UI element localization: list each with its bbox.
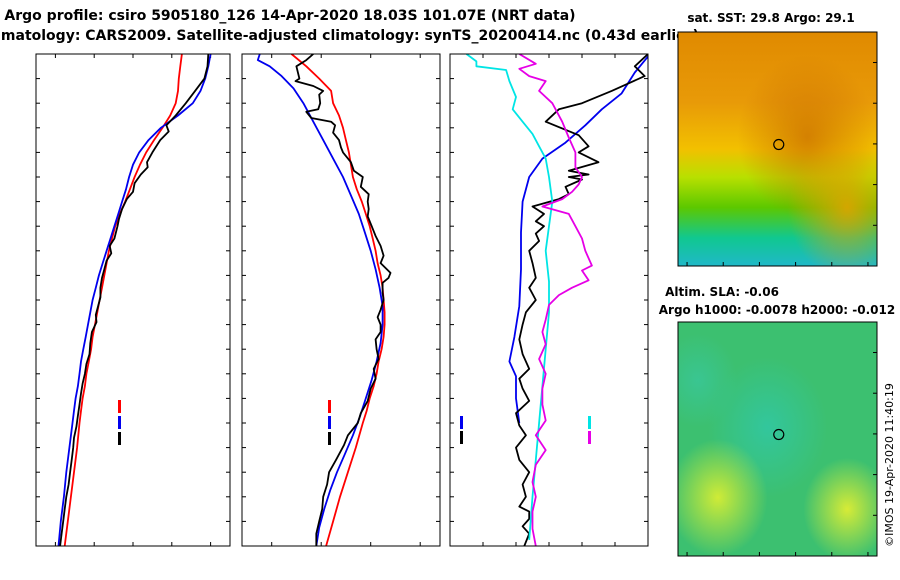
series-group-salinity: [256, 54, 392, 546]
profile-panels: [35, 53, 649, 547]
series-line-argo: [59, 54, 210, 546]
series-group-difference: [465, 54, 648, 546]
legend-swatch: [118, 416, 121, 429]
title-line2: Climatology: CARS2009. Satellite-adjuste…: [0, 28, 699, 44]
sst-map-frame: [677, 31, 878, 267]
series-line-temperature-satellite: [508, 55, 648, 424]
sst-map: sat. SST: 29.8 Argo: 29.1: [677, 11, 878, 267]
series-group-temperature: [57, 54, 212, 546]
legend-swatch: [118, 400, 121, 413]
axes-frame-salinity: [241, 53, 441, 547]
series-line-satellite-adj-clim-: [57, 54, 212, 546]
axes-frame-difference: [449, 53, 649, 547]
series-line-argo: [294, 54, 392, 546]
series-line-salinity-argo: [518, 54, 593, 546]
legend-swatch: [588, 431, 591, 444]
title-line1: Argo profile: csiro 5905180_126 14-Apr-2…: [4, 8, 575, 24]
legend-swatch: [460, 431, 463, 444]
panel-temperature: [35, 53, 231, 547]
sla-map-frame: [677, 321, 878, 557]
series-line-satellite-adj-clim-: [256, 54, 384, 546]
sst-map-title: sat. SST: 29.8 Argo: 29.1: [687, 11, 854, 25]
sla-map-subtitle: Argo h1000: -0.0078 h2000: -0.012: [659, 303, 895, 317]
sst-map-axes: [686, 62, 877, 267]
series-line-temperature-argo: [515, 54, 648, 546]
sla-map: Altim. SLA: -0.06 Argo h1000: -0.0078 h2…: [659, 285, 895, 557]
credit-text: ©IMOS 19-Apr-2020 11:40:19: [883, 383, 896, 547]
series-line-salinity-satellite: [465, 54, 554, 540]
legend-swatch: [328, 400, 331, 413]
legend-swatch: [328, 416, 331, 429]
sla-map-axes: [686, 352, 877, 557]
panel-difference: [449, 53, 649, 547]
legend-swatch: [460, 416, 463, 429]
legend-swatch: [118, 432, 121, 445]
series-line-climatology: [63, 54, 183, 546]
series-line-climatology: [290, 54, 386, 546]
argo-location-marker: [773, 138, 785, 151]
legend-swatch: [588, 416, 591, 429]
sla-map-title: Altim. SLA: -0.06: [665, 285, 779, 299]
argo-location-marker: [773, 428, 785, 441]
legend-swatch: [328, 432, 331, 445]
axes-frame-temperature: [35, 53, 231, 547]
panel-salinity: [241, 53, 441, 547]
